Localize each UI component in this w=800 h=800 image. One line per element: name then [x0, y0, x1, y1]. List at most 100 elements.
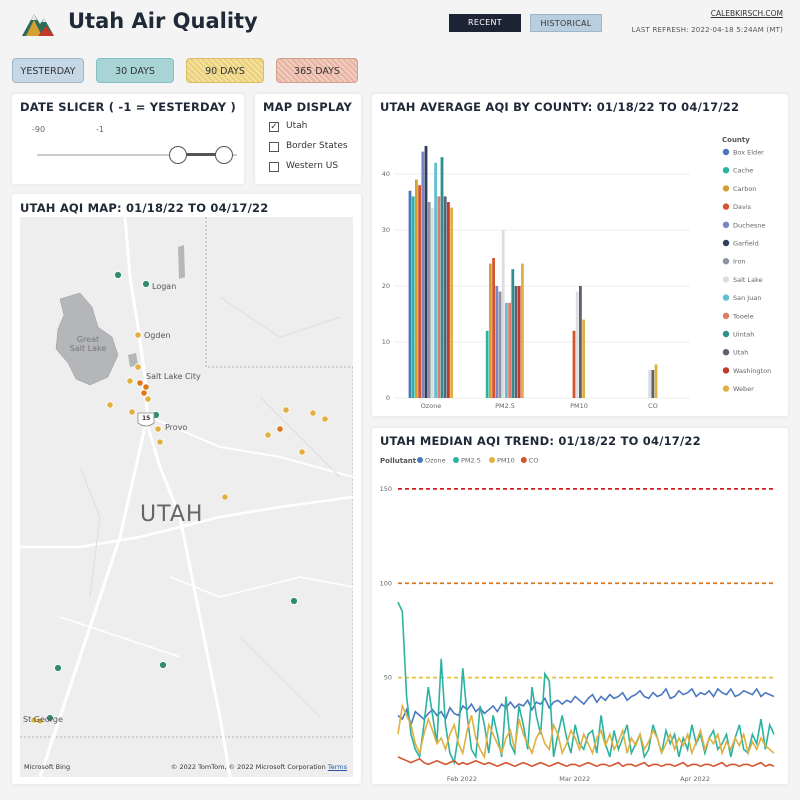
- legend-marker: [722, 276, 730, 283]
- legend-marker: [722, 330, 730, 338]
- bar: [415, 179, 418, 398]
- x-tick-label: Mar 2022: [559, 775, 590, 783]
- bing-logo: Microsoft Bing: [24, 763, 71, 771]
- date-slicer-title: DATE SLICER ( -1 = YESTERDAY ): [20, 100, 236, 114]
- y-tick-label: 50: [384, 674, 392, 682]
- bar: [505, 302, 508, 398]
- legend-marker: [722, 185, 730, 192]
- checkbox-unchecked[interactable]: [269, 142, 279, 152]
- trend-chart-card: UTAH MEDIAN AQI TREND: 01/18/22 TO 04/17…: [372, 428, 788, 784]
- bar: [492, 258, 495, 398]
- slider-start-handle[interactable]: [169, 146, 187, 164]
- header: Utah Air Quality RECENT HISTORICAL CALEB…: [0, 0, 800, 50]
- legend-marker: [453, 457, 459, 463]
- bar: [411, 196, 415, 398]
- bar: [495, 286, 499, 398]
- x-tick-label: PM2.5: [495, 402, 515, 410]
- bar: [440, 157, 444, 398]
- x-tick-label: PM10: [570, 402, 588, 410]
- legend-label: PM2.5: [461, 457, 481, 465]
- range-365-days-button[interactable]: 365 DAYS: [276, 58, 358, 83]
- historical-button[interactable]: HISTORICAL: [530, 14, 602, 32]
- map-label-provo: Provo: [165, 423, 188, 432]
- bar: [431, 207, 434, 398]
- map-label-logan: Logan: [152, 282, 177, 291]
- bar: [508, 302, 511, 398]
- bar: [517, 286, 521, 398]
- map-title: UTAH AQI MAP: 01/18/22 TO 04/17/22: [20, 201, 269, 215]
- option-label: Western US: [286, 161, 339, 171]
- legend-label: Tooele: [732, 312, 754, 320]
- terms-link[interactable]: Terms: [327, 763, 347, 771]
- slider-min-label: -90: [32, 125, 46, 134]
- map-card: UTAH AQI MAP: 01/18/22 TO 04/17/22: [12, 194, 361, 784]
- legend-marker: [722, 258, 730, 265]
- x-tick-label: CO: [648, 402, 658, 410]
- bar: [485, 330, 489, 398]
- legend-marker: [722, 294, 730, 301]
- legend-label: CO: [529, 457, 539, 465]
- slider-range-fill: [178, 153, 225, 156]
- bar-chart: 0 10 20 30 40 Ozone PM2.5 PM10 CO County Box Elder…: [382, 136, 771, 410]
- bar: [514, 286, 518, 398]
- utah-map[interactable]: Logan Ogden Great Salt Lake Salt Lake Ci…: [20, 217, 353, 777]
- slider-track[interactable]: [37, 154, 237, 156]
- y-tick-label: 30: [382, 226, 390, 234]
- bar: [421, 151, 425, 398]
- bar: [648, 370, 651, 398]
- bar: [427, 202, 431, 398]
- y-tick-label: 150: [380, 485, 392, 493]
- bar: [654, 364, 658, 398]
- recent-button[interactable]: RECENT: [449, 14, 521, 32]
- map-label-salt-lake-city: Salt Lake City: [146, 372, 201, 381]
- y-tick-label: 40: [382, 170, 390, 178]
- map-basemap: [20, 217, 353, 777]
- checkbox-unchecked[interactable]: [269, 162, 279, 172]
- legend-marker: [722, 221, 730, 228]
- bar: [575, 291, 579, 398]
- range-30-days-button[interactable]: 30 DAYS: [96, 58, 174, 83]
- slider-end-handle[interactable]: [215, 146, 233, 164]
- bar: [572, 330, 576, 398]
- series-line: [397, 687, 775, 728]
- bar-chart-title: UTAH AVERAGE AQI BY COUNTY: 01/18/22 TO …: [380, 100, 740, 114]
- legend-label: Utah: [733, 349, 748, 357]
- legend-title: Pollutant: [380, 457, 417, 465]
- trend-chart: Pollutant Ozone PM2.5 PM10 CO 50 100 150 Feb 202…: [380, 457, 775, 783]
- series-line: [397, 756, 775, 768]
- checkbox-checked[interactable]: ✓: [269, 122, 279, 132]
- map-attribution: © 2022 TomTom, © 2022 Microsoft Corporat…: [171, 763, 347, 771]
- range-90-days-button[interactable]: 90 DAYS: [186, 58, 264, 83]
- legend-label: Davis: [733, 203, 752, 211]
- author-link[interactable]: CALEBKIRSCH.COM: [710, 9, 783, 18]
- y-tick-label: 10: [382, 338, 390, 346]
- map-label-ogden: Ogden: [144, 331, 171, 340]
- mountain-logo-icon: [22, 14, 54, 36]
- bar: [447, 202, 450, 398]
- highway-shield-label: 15: [142, 415, 151, 422]
- legend-marker: [722, 312, 730, 319]
- legend-marker: [722, 349, 730, 356]
- x-tick-label: Apr 2022: [680, 775, 710, 783]
- legend-marker: [722, 203, 730, 210]
- bar: [651, 370, 655, 398]
- legend-label: Carbon: [733, 185, 756, 193]
- x-tick-label: Ozone: [421, 402, 442, 410]
- bar: [582, 319, 585, 398]
- bar: [489, 263, 492, 398]
- map-label-great-salt-lake: Great Salt Lake: [69, 335, 107, 353]
- bar: [579, 286, 582, 398]
- map-state-label: UTAH: [140, 502, 204, 527]
- legend-label: San Juan: [733, 294, 761, 302]
- bar: [450, 207, 453, 398]
- legend-label: Box Elder: [733, 149, 764, 157]
- bar: [521, 263, 524, 398]
- bar: [434, 162, 437, 398]
- legend-marker: [722, 239, 730, 247]
- y-tick-label: 100: [380, 579, 392, 587]
- bar: [408, 190, 412, 398]
- legend-label: Cache: [733, 167, 753, 175]
- legend-marker: [489, 457, 495, 463]
- bar: [418, 185, 421, 398]
- range-yesterday-button[interactable]: YESTERDAY: [12, 58, 84, 83]
